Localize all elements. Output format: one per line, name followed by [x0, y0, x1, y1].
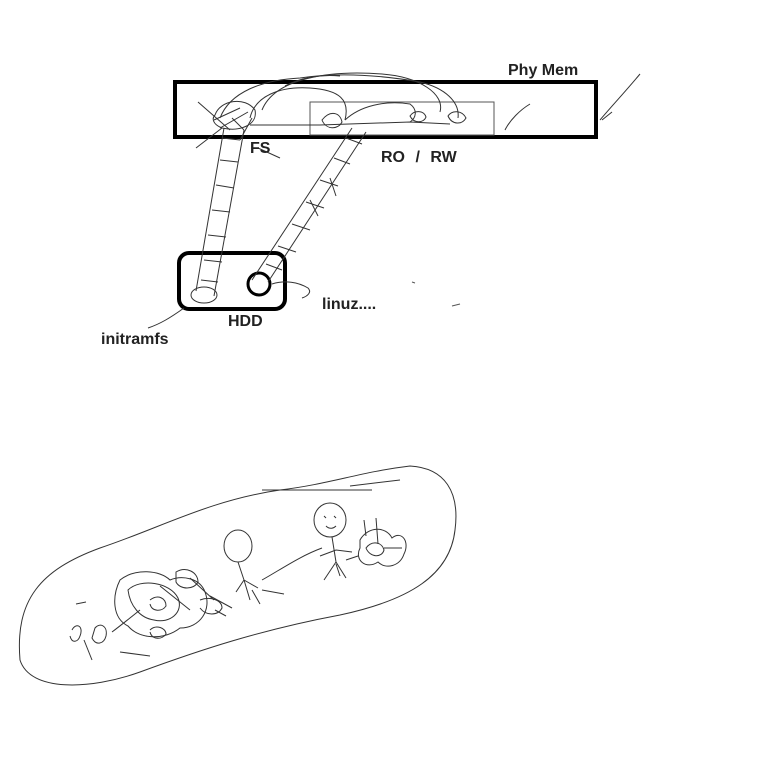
initramfs-leader [147, 307, 185, 329]
phy-mem-label: Phy Mem [508, 62, 579, 79]
fs-label: FS [250, 140, 271, 157]
hdd-label: HDD [228, 313, 263, 330]
initramfs-label: initramfs [101, 331, 169, 348]
ro-rw-label: RO / RW [381, 149, 457, 166]
linuz-label: linuz.... [322, 296, 377, 313]
linuz-pipe [251, 127, 367, 283]
stray-mark [451, 303, 461, 307]
hdd-box [177, 251, 287, 311]
linuz-circle [246, 271, 272, 297]
initramfs-ellipse [190, 286, 218, 304]
initramfs-pipe [195, 127, 245, 297]
memory-scribbles [195, 72, 641, 159]
stray-mark [411, 281, 416, 284]
lower-sketch [18, 465, 457, 686]
linuz-arrow [271, 281, 311, 299]
phy-mem-box [173, 80, 598, 139]
ro-rw-region [309, 101, 495, 136]
